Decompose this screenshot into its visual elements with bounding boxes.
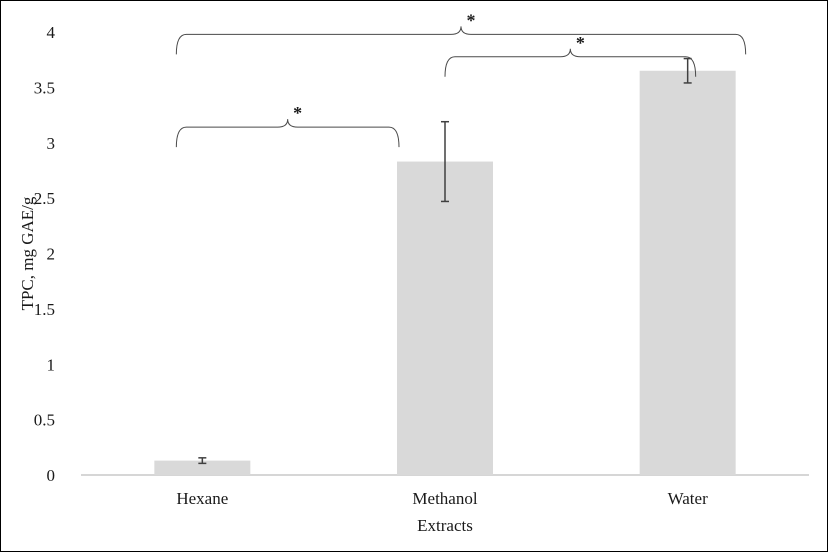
- y-tick-label: 1: [47, 355, 56, 374]
- category-label: Water: [668, 489, 708, 508]
- y-tick-label: 2.5: [34, 189, 55, 208]
- significance-star: *: [293, 103, 302, 123]
- bar-water: [639, 70, 736, 475]
- y-axis-ticks: 0 0.5 1 1.5 2 2.5 3 3.5 4: [34, 23, 56, 485]
- significance-star: *: [576, 33, 585, 53]
- x-axis-title: Extracts: [417, 516, 473, 535]
- category-labels: Hexane Methanol Water: [176, 489, 708, 508]
- significance-bracket: [175, 119, 400, 148]
- bars: [154, 70, 736, 475]
- significance-bracket: [444, 48, 697, 77]
- error-bars: [198, 57, 692, 465]
- bar-hexane: [154, 460, 251, 475]
- significance-star: *: [467, 10, 476, 30]
- significance-bracket: [175, 26, 747, 55]
- category-label: Hexane: [176, 489, 228, 508]
- category-label: Methanol: [412, 489, 477, 508]
- y-tick-label: 1.5: [34, 300, 55, 319]
- bar-methanol: [397, 161, 493, 475]
- y-tick-label: 3: [47, 134, 56, 153]
- y-tick-label: 0: [47, 466, 56, 485]
- y-tick-label: 4: [47, 23, 56, 42]
- y-tick-label: 3.5: [34, 78, 55, 97]
- y-axis-title: TPC, mg GAE/g: [18, 196, 37, 310]
- y-tick-label: 0.5: [34, 411, 55, 430]
- y-tick-label: 2: [47, 245, 56, 264]
